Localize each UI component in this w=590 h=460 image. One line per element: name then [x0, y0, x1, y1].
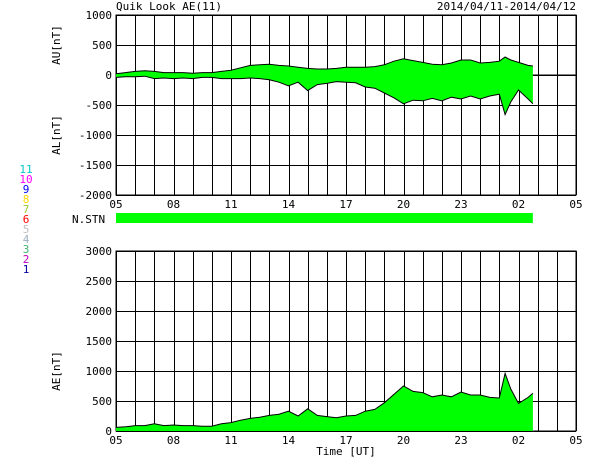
stations-label: N.STN: [72, 213, 105, 226]
x-tick-label: 05: [569, 198, 582, 211]
legend-station-number: 1: [23, 263, 30, 276]
y-tick-label: -1000: [79, 129, 112, 142]
ae-y-tick-labels: 3000 2500 2000 1500 1000 500 0: [86, 245, 113, 438]
legend-station-number: 2: [23, 253, 30, 266]
x-tick-label: 05: [109, 198, 122, 211]
au-al-x-tick-labels: 05 08 11 14 17 20 23 02 05: [109, 198, 582, 211]
y-tick-label: 500: [92, 395, 112, 408]
legend-station-number: 7: [23, 203, 30, 216]
al-series-line: [115, 75, 534, 117]
y-tick-label: -1500: [79, 159, 112, 172]
ae-gridlines: [116, 251, 577, 432]
ae-area: [116, 373, 533, 431]
y-tick-label: 1000: [86, 365, 113, 378]
legend-station-number: 6: [23, 213, 30, 226]
ae-series-line: [115, 371, 534, 428]
y-tick-label: 0: [105, 425, 112, 438]
y-tick-label: 2500: [86, 275, 113, 288]
au-al-y-tick-labels: 1000 500 0 -500 -1000 -1500 -2000: [79, 9, 112, 202]
x-tick-label: 11: [224, 198, 237, 211]
x-tick-label: 23: [454, 198, 467, 211]
x-tick-label: 17: [339, 434, 352, 447]
x-tick-label: 05: [569, 434, 582, 447]
legend-station-number: 5: [23, 223, 30, 236]
y-tick-label: 1000: [86, 9, 113, 22]
legend-station-number: 10: [19, 173, 32, 186]
x-tick-label: 08: [167, 434, 180, 447]
y-tick-label: -2000: [79, 189, 112, 202]
x-tick-label: 02: [512, 198, 525, 211]
y-tick-label: 0: [105, 69, 112, 82]
x-tick-label: 17: [339, 198, 352, 211]
time-axis-label: Time [UT]: [316, 445, 376, 458]
ae-axis-label: AE[nT]: [50, 351, 63, 391]
al-axis-label: AL[nT]: [50, 115, 63, 155]
ae-x-tick-labels: 05 08 11 14 17 20 23 02 05: [109, 434, 582, 447]
legend-station-number: 8: [23, 193, 30, 206]
legend-station-number: 4: [23, 233, 30, 246]
au-series-line: [115, 56, 533, 75]
figure-title: Quik Look AE(11): [116, 0, 222, 13]
x-tick-label: 02: [512, 434, 525, 447]
date-range: 2014/04/11-2014/04/12: [437, 0, 576, 13]
x-tick-label: 05: [109, 434, 122, 447]
station-coverage-bar: [116, 213, 533, 223]
legend-station-number: 9: [23, 183, 30, 196]
x-tick-label: 11: [224, 434, 237, 447]
x-tick-label: 23: [454, 434, 467, 447]
legend-station-number: 3: [23, 243, 30, 256]
legend-station-number: 11: [19, 163, 32, 176]
x-tick-label: 20: [397, 198, 410, 211]
y-tick-label: 1500: [86, 335, 113, 348]
y-tick-label: 500: [92, 39, 112, 52]
y-tick-label: -500: [86, 99, 113, 112]
x-tick-label: 14: [282, 198, 296, 211]
y-tick-label: 2000: [86, 305, 113, 318]
au-al-envelope: [116, 57, 533, 115]
y-tick-label: 3000: [86, 245, 113, 258]
x-tick-label: 08: [167, 198, 180, 211]
au-al-panel: 1000 500 0 -500 -1000 -1500 -2000 05 08 11 14 17 20…: [50, 9, 583, 211]
x-tick-label: 14: [282, 434, 296, 447]
au-axis-label: AU[nT]: [50, 25, 63, 65]
x-tick-label: 20: [397, 434, 410, 447]
